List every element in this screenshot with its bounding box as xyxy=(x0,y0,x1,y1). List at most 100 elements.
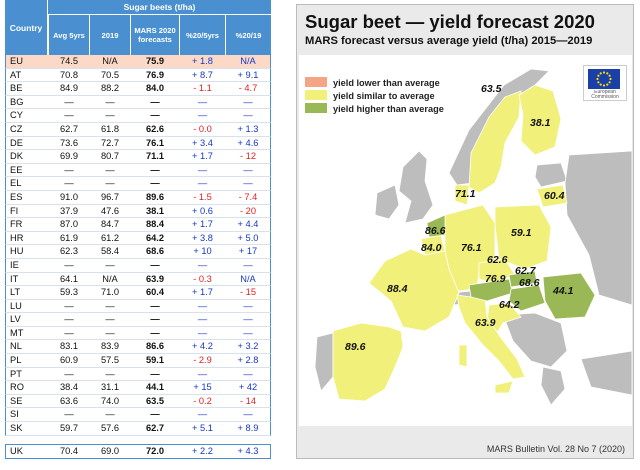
forecast-cell: — xyxy=(150,164,160,175)
y2019-cell: 57.6 xyxy=(100,423,120,434)
map-value-label-se: 63.5 xyxy=(481,83,502,95)
map-value-label-fi: 38.1 xyxy=(530,117,551,129)
pct-vs-2019-cell: - 12 xyxy=(239,151,257,162)
pct-vs-2019-cell: + 17 xyxy=(238,246,258,257)
forecast-cell: 71.1 xyxy=(145,151,165,162)
legend-item-lower: yield lower than average xyxy=(305,77,455,90)
avg-5yrs-cell: — xyxy=(64,259,74,270)
forecast-cell: — xyxy=(150,300,160,311)
legend-item-higher: yield higher than average xyxy=(305,103,455,116)
pct-vs-2019-cell: - 15 xyxy=(239,287,257,298)
pct-vs-5yrs-cell: - 2.9 xyxy=(193,355,212,366)
country-cell: DE xyxy=(10,137,23,148)
pct-vs-5yrs-cell: + 15 xyxy=(193,382,212,393)
forecast-cell: — xyxy=(150,368,160,379)
mars-forecast-header: MARS 2020 forecasts xyxy=(130,15,179,55)
country-cell: HU xyxy=(10,246,24,257)
avg-5yrs-cell: — xyxy=(64,314,74,325)
country-shape-spain xyxy=(332,322,404,402)
y2019-cell: — xyxy=(105,96,115,107)
table-row: LU — — — — — xyxy=(5,299,271,314)
avg-5yrs-cell: — xyxy=(64,300,74,311)
pct-vs-2019-cell: N/A xyxy=(240,56,256,66)
pct-vs-2019-cell: - 14 xyxy=(239,395,257,406)
y2019-cell: 61.8 xyxy=(100,123,120,134)
pct-vs-2019-cell: + 42 xyxy=(238,382,258,393)
country-cell: LT xyxy=(10,287,21,298)
y2019-cell: N/A xyxy=(102,56,118,66)
eu-flag-icon: European Commission xyxy=(583,65,627,101)
pct-vs-5yrs-cell: + 3.4 xyxy=(192,137,213,148)
country-cell: SI xyxy=(10,409,19,420)
table-row: EE — — — — — xyxy=(5,163,271,178)
forecast-cell: 75.9 xyxy=(145,56,165,66)
avg-5yrs-cell: 63.6 xyxy=(59,395,79,406)
country-cell: FI xyxy=(10,205,19,216)
pct-vs-2019-cell: - 20 xyxy=(239,205,257,216)
map-value-label-it: 63.9 xyxy=(475,317,496,329)
avg-5yrs-cell: 70.4 xyxy=(59,445,79,456)
map-value-label-nl: 86.6 xyxy=(425,225,446,237)
source-credit: MARS Bulletin Vol. 28 No 7 (2020) xyxy=(486,444,625,454)
country-cell: EU xyxy=(10,56,23,66)
pct-vs-2019-cell: + 4.6 xyxy=(237,137,259,148)
country-cell: BE xyxy=(10,83,23,94)
avg-5yrs-cell: 62.7 xyxy=(59,123,79,134)
country-shape-ireland xyxy=(374,184,400,220)
y2019-cell: 31.1 xyxy=(100,382,120,393)
map-value-label-sk: 62.7 xyxy=(515,265,536,277)
country-cell: UK xyxy=(10,445,23,456)
avg-5yrs-cell: — xyxy=(64,110,74,121)
avg-5yrs-cell: — xyxy=(64,164,74,175)
legend-label: yield similar to average xyxy=(333,91,435,101)
pct-vs-5yrs-header: %20/5yrs xyxy=(179,15,225,55)
country-cell: LU xyxy=(10,300,22,311)
pct-vs-5yrs-cell: — xyxy=(197,164,208,175)
pct-vs-2019-cell: — xyxy=(243,164,253,175)
country-shape-sicily xyxy=(494,380,514,394)
table-row: UK 70.4 69.0 72.0 + 2.2 + 4.3 xyxy=(5,443,271,459)
forecast-cell: 72.0 xyxy=(145,445,165,456)
avg-5yrs-cell: 84.9 xyxy=(59,83,79,94)
pct-vs-5yrs-cell: - 0.3 xyxy=(193,273,212,284)
avg-5yrs-cell: 61.9 xyxy=(59,232,79,243)
table-row: NL 83.1 83.9 86.6 + 4.2 + 3.2 xyxy=(5,340,271,355)
country-column-header: Country xyxy=(5,0,48,55)
country-cell: AT xyxy=(10,69,22,80)
pct-vs-2019-cell: + 1.3 xyxy=(237,123,259,134)
eu-flag-stars xyxy=(588,69,620,89)
pct-vs-5yrs-cell: — xyxy=(197,327,208,338)
avg-5yrs-cell: 38.4 xyxy=(59,382,79,393)
map-value-label-hr: 64.2 xyxy=(499,299,520,311)
country-shape-lithuania xyxy=(536,184,568,208)
country-cell: EE xyxy=(10,164,23,175)
avg-5yrs-cell: 87.0 xyxy=(59,219,79,230)
y2019-cell: 74.0 xyxy=(100,395,120,406)
y2019-cell: — xyxy=(105,314,115,325)
forecast-cell: 62.7 xyxy=(145,423,165,434)
forecast-cell: 68.6 xyxy=(145,246,165,257)
forecast-cell: — xyxy=(150,327,160,338)
country-cell: NL xyxy=(10,341,22,352)
country-shape-slovakia xyxy=(508,270,538,288)
country-shape-hungary xyxy=(508,284,546,312)
map-value-label-pl: 59.1 xyxy=(511,227,532,239)
country-cell: HR xyxy=(10,232,24,243)
pct-vs-2019-cell: — xyxy=(243,327,253,338)
forecast-cell: 59.1 xyxy=(145,355,165,366)
table-row: FI 37.9 47.6 38.1 + 0.6 - 20 xyxy=(5,204,271,219)
legend-label: yield lower than average xyxy=(333,78,440,88)
forecast-cell: 84.0 xyxy=(145,83,165,94)
y2019-cell: 69.0 xyxy=(100,445,120,456)
table-row: HR 61.9 61.2 64.2 + 3.8 + 5.0 xyxy=(5,231,271,246)
table-row: EL — — — — — xyxy=(5,177,271,191)
map-value-label-cz: 62.6 xyxy=(487,254,508,266)
y2019-cell: — xyxy=(105,178,115,189)
pct-vs-5yrs-cell: — xyxy=(197,314,208,325)
pct-vs-5yrs-cell: + 4.2 xyxy=(192,341,213,352)
country-shape-netherlands xyxy=(426,214,446,238)
country-shape-austria xyxy=(468,278,514,302)
pct-vs-2019-cell: N/A xyxy=(240,273,256,284)
pct-vs-5yrs-cell: + 1.8 xyxy=(192,56,213,66)
country-cell: MT xyxy=(10,327,24,338)
